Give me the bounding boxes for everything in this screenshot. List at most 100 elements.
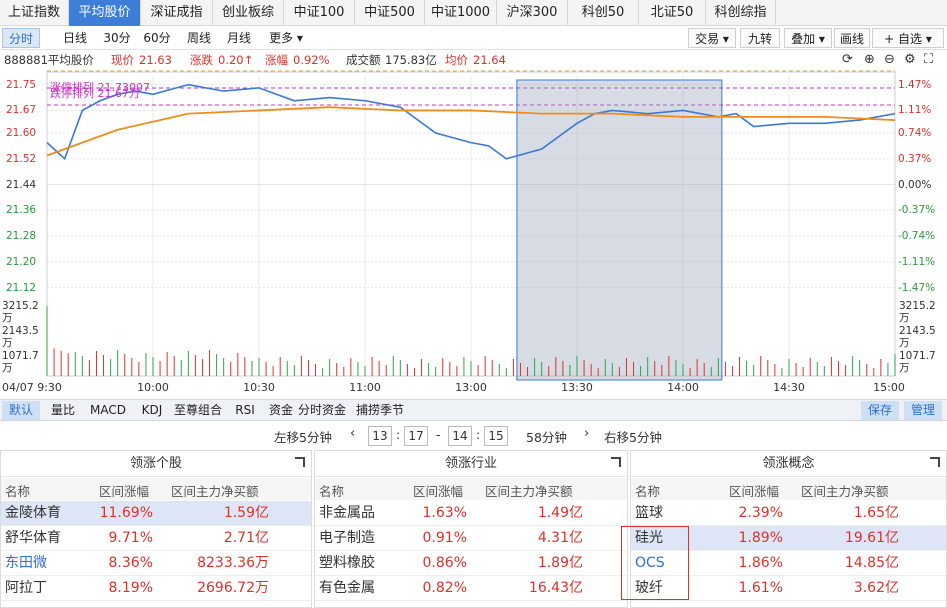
period-2[interactable]: 30分 bbox=[103, 31, 131, 45]
jiuzhuan-button[interactable]: 九转 bbox=[740, 28, 780, 48]
avg-value: 21.64 bbox=[473, 53, 506, 67]
volume-tick: 1071.7万 bbox=[2, 350, 39, 374]
price-tick: 21.44 bbox=[6, 178, 37, 191]
tab-8[interactable]: 科创50 bbox=[568, 0, 639, 26]
watch-button[interactable]: + 自选 ▾ bbox=[872, 28, 944, 48]
table-row[interactable]: 非金属品 1.63% 1.49亿 bbox=[315, 501, 627, 526]
overlay-label-a: 涨停排列 21.73007 bbox=[50, 80, 150, 94]
remove-circle-icon[interactable]: ⊖ bbox=[884, 52, 895, 67]
row-pct: 1.86% bbox=[738, 555, 783, 571]
tab-3[interactable]: 创业板综 bbox=[213, 0, 284, 26]
tab-2[interactable]: 深证成指 bbox=[141, 0, 213, 26]
settings-icon[interactable]: ⚙ bbox=[904, 52, 916, 67]
start-hour-input[interactable]: 13 bbox=[368, 426, 392, 446]
row-pct: 0.91% bbox=[422, 530, 467, 546]
draw-button[interactable]: 画线 bbox=[834, 28, 870, 48]
shift-right-button[interactable]: 右移5分钟 bbox=[604, 430, 662, 445]
indicator-8[interactable]: 捕捞季节 bbox=[355, 403, 404, 417]
indicator-bar: 默认 量比 MACD KDJ 至尊组合 RSI 资金 分时资金 捕捞季节 保存 管理 bbox=[0, 399, 947, 421]
row-amount: 1.89亿 bbox=[537, 555, 583, 571]
end-hour-input[interactable]: 14 bbox=[448, 426, 472, 446]
row-name: 篮球 bbox=[635, 505, 663, 521]
volume-tick: 2143.5万 bbox=[2, 325, 39, 349]
overlay-button[interactable]: 叠加 ▾ bbox=[784, 28, 832, 48]
table-row[interactable]: 电子制造 0.91% 4.31亿 bbox=[315, 526, 627, 551]
end-minute-input[interactable]: 15 bbox=[484, 426, 508, 446]
tab-1[interactable]: 平均股价 bbox=[69, 0, 141, 26]
tab-0[interactable]: 上证指数 bbox=[0, 0, 69, 26]
chevron-left-icon[interactable]: ‹ bbox=[350, 426, 356, 441]
time-tick: 10:00 bbox=[137, 381, 169, 394]
table-row[interactable]: 玻纤 1.61% 3.62亿 bbox=[631, 576, 946, 601]
table-row[interactable]: 金陵体育 11.69% 1.59亿 bbox=[1, 501, 311, 526]
period-4[interactable]: 周线 bbox=[186, 31, 211, 45]
period-3[interactable]: 60分 bbox=[143, 31, 171, 45]
period-5[interactable]: 月线 bbox=[226, 31, 251, 45]
add-circle-icon[interactable]: ⊕ bbox=[864, 52, 875, 67]
table-row[interactable]: 有色金属 0.82% 16.43亿 bbox=[315, 576, 627, 601]
indicator-0[interactable]: 默认 bbox=[2, 401, 40, 420]
chevron-right-icon[interactable]: › bbox=[584, 426, 590, 441]
period-0[interactable]: 分时 bbox=[2, 28, 40, 48]
manage-button[interactable]: 管理 bbox=[904, 401, 942, 420]
trade-button[interactable]: 交易 ▾ bbox=[688, 28, 736, 48]
header-cell: 名称 bbox=[635, 484, 661, 499]
tab-5[interactable]: 中证500 bbox=[355, 0, 425, 26]
row-name: 硅光 bbox=[635, 530, 663, 546]
price-tick: 21.67 bbox=[6, 104, 37, 117]
tab-10[interactable]: 科创综指 bbox=[706, 0, 776, 26]
panel-title: 领涨个股 bbox=[1, 451, 311, 477]
indicator-7[interactable]: 分时资金 bbox=[298, 403, 347, 417]
table-row[interactable]: 塑料橡胶 0.86% 1.89亿 bbox=[315, 551, 627, 576]
indicator-5[interactable]: RSI bbox=[235, 403, 255, 417]
refresh-icon[interactable]: ⟳ bbox=[842, 52, 853, 67]
fullscreen-icon[interactable]: ⛶ bbox=[924, 52, 934, 67]
row-pct: 1.89% bbox=[738, 530, 783, 546]
indicator-1[interactable]: 量比 bbox=[50, 403, 75, 417]
price-tick: 21.12 bbox=[6, 281, 37, 294]
row-amount: 14.85亿 bbox=[844, 555, 899, 571]
range-dash: - bbox=[436, 427, 441, 442]
row-name: 有色金属 bbox=[319, 580, 375, 596]
start-minute-input[interactable]: 17 bbox=[404, 426, 428, 446]
expand-icon[interactable] bbox=[611, 457, 621, 467]
volume-tick: 3215.2万 bbox=[2, 300, 39, 324]
header-cell: 区间涨幅 bbox=[729, 484, 780, 499]
panel-title: 领涨概念 bbox=[631, 451, 946, 477]
table-row[interactable]: OCS 1.86% 14.85亿 bbox=[631, 551, 946, 576]
indicator-4[interactable]: 至尊组合 bbox=[174, 403, 223, 417]
table-row[interactable]: 篮球 2.39% 1.65亿 bbox=[631, 501, 946, 526]
indicator-6[interactable]: 资金 bbox=[268, 403, 293, 417]
table-row[interactable]: 阿拉丁 8.19% 2696.72万 bbox=[1, 576, 311, 601]
row-pct: 1.61% bbox=[738, 580, 783, 596]
tab-4[interactable]: 中证100 bbox=[284, 0, 355, 26]
save-button[interactable]: 保存 bbox=[861, 401, 899, 420]
table-row[interactable]: 东田微 8.36% 8233.36万 bbox=[1, 551, 311, 576]
header-cell: 名称 bbox=[319, 484, 345, 499]
price-tick: 21.60 bbox=[6, 126, 37, 139]
tab-9[interactable]: 北证50 bbox=[639, 0, 706, 26]
index-code-name: 888881平均股价 bbox=[4, 53, 94, 67]
row-pct: 0.86% bbox=[422, 555, 467, 571]
row-name: 电子制造 bbox=[319, 530, 375, 546]
header-cell: 区间涨幅 bbox=[99, 484, 150, 499]
tab-7[interactable]: 沪深300 bbox=[497, 0, 568, 26]
row-amount: 16.43亿 bbox=[528, 580, 583, 596]
shift-left-button[interactable]: 左移5分钟 bbox=[274, 430, 332, 445]
indicator-2[interactable]: MACD bbox=[90, 403, 126, 417]
table-row[interactable]: 硅光 1.89% 19.61亿 bbox=[631, 526, 946, 551]
series-avg-line bbox=[46, 106, 896, 157]
row-pct: 2.39% bbox=[738, 505, 783, 521]
tab-6[interactable]: 中证1000 bbox=[425, 0, 497, 26]
expand-icon[interactable] bbox=[930, 457, 940, 467]
expand-icon[interactable] bbox=[295, 457, 305, 467]
pct-tick: 1.11% bbox=[898, 104, 932, 117]
price-value: 21.63 bbox=[139, 53, 172, 67]
indicator-3[interactable]: KDJ bbox=[141, 403, 163, 417]
table-row[interactable]: 舒华体育 9.71% 2.71亿 bbox=[1, 526, 311, 551]
period-1[interactable]: 日线 bbox=[62, 31, 87, 45]
row-amount: 2696.72万 bbox=[197, 580, 269, 596]
period-6[interactable]: 更多 ▾ bbox=[269, 31, 303, 45]
volume-tick-right: 2143.5万 bbox=[899, 325, 936, 349]
